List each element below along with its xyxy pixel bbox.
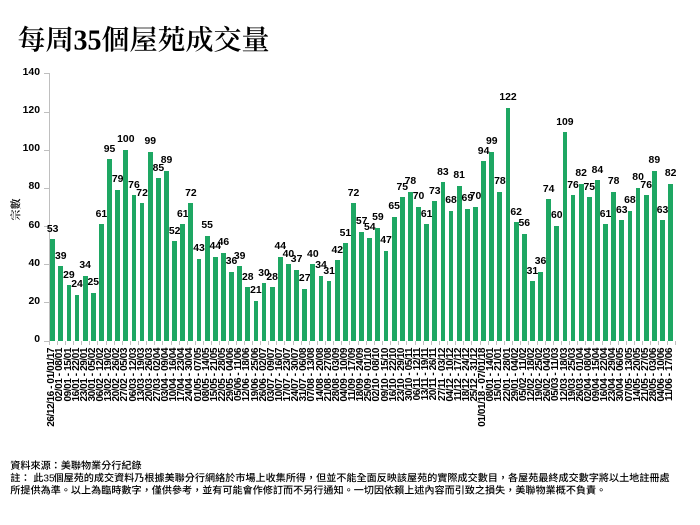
svg-text:35: 35 bbox=[74, 26, 102, 57]
svg-text:35: 35 bbox=[43, 473, 55, 484]
